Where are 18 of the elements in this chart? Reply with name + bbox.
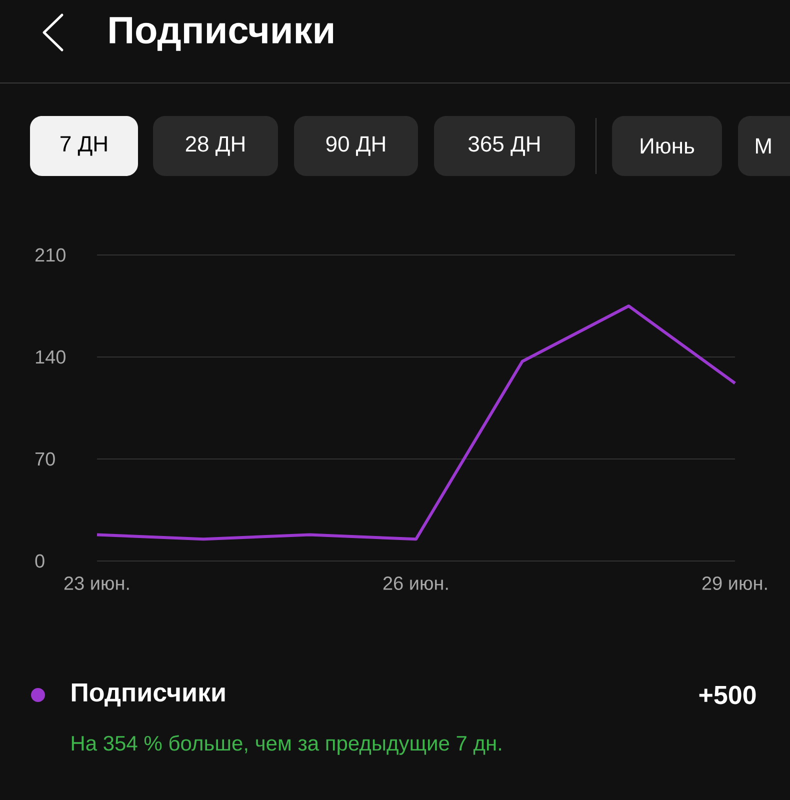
text: 28 ДН [186, 136, 244, 156]
x-tick-label: 23 июн. [64, 576, 129, 590]
text: 90 ДН [326, 136, 385, 156]
y-tick-label: 210 [35, 248, 66, 262]
text: М [756, 138, 771, 154]
x-tick-label: 29 июн. [702, 576, 767, 590]
text: 7 ДН [60, 136, 107, 156]
y-tick-label: 140 [36, 350, 66, 364]
x-tick-label: 26 июн. [383, 576, 448, 590]
text: Июнь [640, 138, 694, 154]
line-series [96, 304, 736, 541]
y-tick-label: 70 [36, 452, 55, 466]
chart-title: Подписчики [110, 17, 334, 51]
text: На 354 % больше, чем за предыдущие 7 дн. [72, 735, 502, 755]
text: +500 [699, 686, 756, 704]
y-tick-label: 0 [35, 554, 44, 568]
legend-label: Подписчики [72, 683, 225, 707]
text: 365 ДН [468, 136, 540, 156]
